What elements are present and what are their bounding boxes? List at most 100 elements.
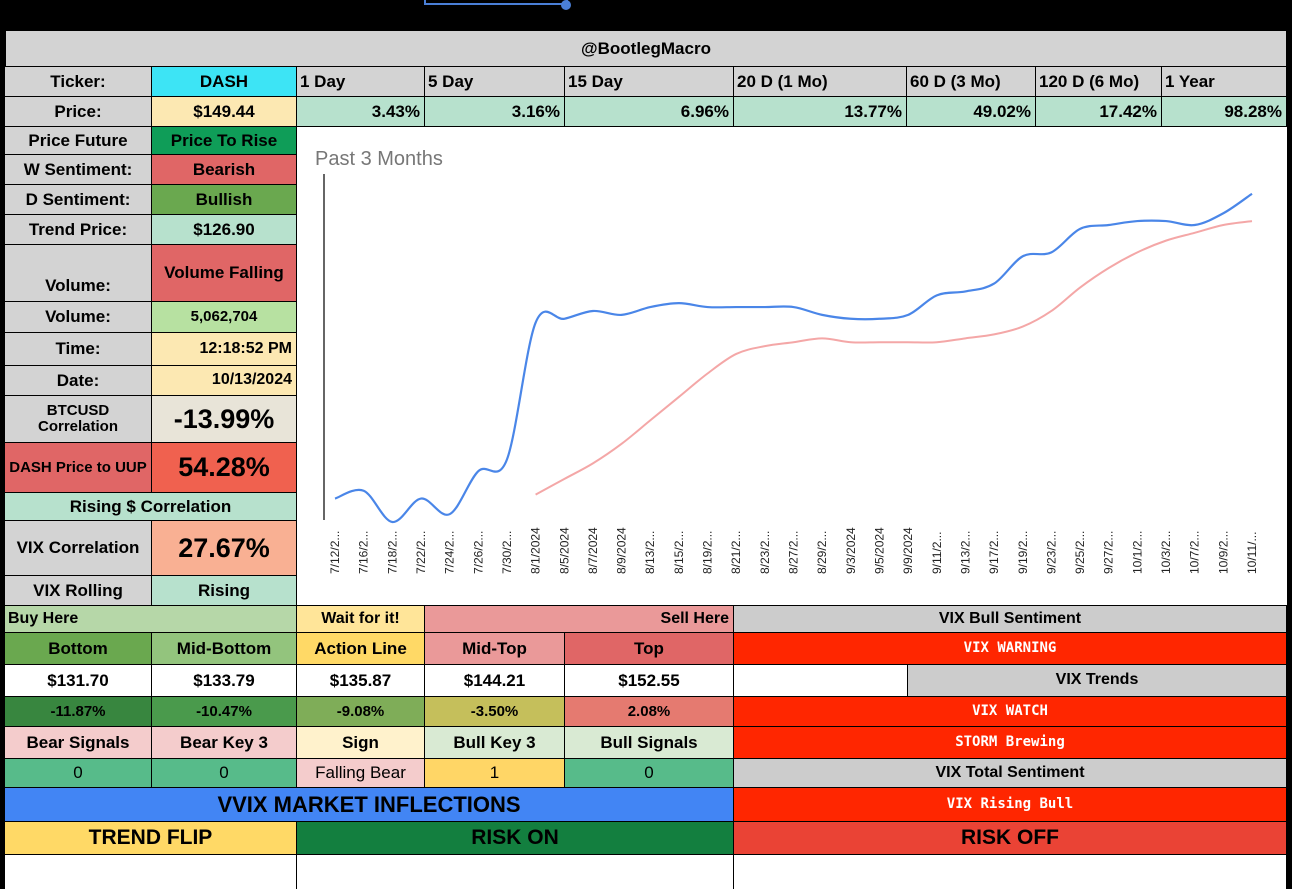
risk-on: RISK ON	[297, 822, 734, 855]
x-tick-label: 9/27/2...	[1102, 531, 1116, 574]
btc-corr-label: BTCUSD Correlation	[5, 396, 152, 443]
volume-label: Volume:	[5, 302, 152, 333]
level-mid-top-price: $144.21	[425, 665, 565, 697]
level-top-pct: 2.08%	[565, 697, 734, 727]
series-line-trend	[535, 220, 1253, 496]
rising-corr-label: Rising $ Correlation	[5, 493, 297, 521]
x-tick-label: 8/13/2...	[643, 531, 657, 574]
x-tick-label: 10/11/...	[1245, 532, 1259, 574]
vix-watch: VIX WATCH	[734, 697, 1287, 727]
change-5d: 3.16%	[425, 97, 565, 127]
vix-bull-sentiment: VIX Bull Sentiment	[734, 606, 1287, 633]
risk-off-cell	[734, 855, 1287, 889]
vix-corr-value: 27.67%	[152, 521, 297, 576]
level-bottom-name: Bottom	[5, 633, 152, 665]
x-tick-label: 9/19/2...	[1016, 531, 1030, 574]
bear-key3-value: 0	[152, 759, 297, 788]
level-mid-top-pct: -3.50%	[425, 697, 565, 727]
trend-price-value: $126.90	[152, 215, 297, 245]
volume-value: 5,062,704	[152, 302, 297, 333]
x-tick-label: 8/9/2024	[615, 527, 629, 574]
level-bottom-price: $131.70	[5, 665, 152, 697]
level-mid-bottom-price: $133.79	[152, 665, 297, 697]
bull-signals-header: Bull Signals	[565, 727, 734, 759]
level-mid-bottom-pct: -10.47%	[152, 697, 297, 727]
selection-handle[interactable]	[561, 0, 571, 10]
date-value: 10/13/2024	[152, 366, 297, 396]
btc-corr-value: -13.99%	[152, 396, 297, 443]
x-tick-label: 9/5/2024	[872, 527, 886, 574]
x-tick-label: 9/3/2024	[844, 527, 858, 574]
bull-signals-value: 0	[565, 759, 734, 788]
change-120d: 17.42%	[1036, 97, 1162, 127]
level-action-line-pct: -9.08%	[297, 697, 425, 727]
x-tick-label: 8/7/2024	[586, 527, 600, 574]
x-tick-label: 9/9/2024	[901, 527, 915, 574]
change-15d: 6.96%	[565, 97, 734, 127]
selection-tab[interactable]	[424, 0, 568, 5]
x-tick-label: 9/11/2...	[930, 532, 944, 574]
x-tick-label: 10/7/2...	[1188, 531, 1202, 574]
level-action-line-name: Action Line	[297, 633, 425, 665]
chart-svg: 7/12/2... 7/16/2... 7/18/2... 7/22/2... 7/24…	[323, 174, 1259, 574]
vix-warning: VIX WARNING	[734, 633, 1287, 665]
volume-trend-value: Volume Falling	[152, 245, 297, 302]
chart-title: Past 3 Months	[315, 148, 443, 170]
bull-key3-header: Bull Key 3	[425, 727, 565, 759]
uup-corr-label: DASH Price to UUP	[5, 443, 152, 493]
vix-corr-label: VIX Correlation	[5, 521, 152, 576]
x-tick-label: 8/23/2...	[758, 531, 772, 574]
x-tick-label: 8/21/2...	[729, 531, 743, 574]
period-15d: 15 Day	[565, 67, 734, 97]
level-bottom-pct: -11.87%	[5, 697, 152, 727]
change-20d: 13.77%	[734, 97, 907, 127]
x-tick-label: 7/18/2...	[385, 531, 399, 574]
x-tick-label: 7/30/2...	[500, 531, 514, 574]
x-tick-label: 8/1/2024	[529, 527, 543, 574]
x-tick-label: 7/16/2...	[357, 531, 371, 574]
period-60d: 60 D (3 Mo)	[907, 67, 1036, 97]
x-tick-label: 8/27/2...	[787, 531, 801, 574]
vix-rolling-value: Rising	[152, 576, 297, 606]
x-tick-label: 9/25/2...	[1073, 531, 1087, 574]
sign-header: Sign	[297, 727, 425, 759]
d-sentiment-label: D Sentiment:	[5, 185, 152, 215]
w-sentiment-label: W Sentiment:	[5, 155, 152, 185]
bear-signals-value: 0	[5, 759, 152, 788]
price-future-label: Price Future	[5, 127, 152, 155]
series-line-price	[334, 192, 1253, 524]
vix-total-sentiment: VIX Total Sentiment	[734, 759, 1287, 788]
x-tick-label: 7/26/2...	[471, 531, 485, 574]
level-mid-top-name: Mid-Top	[425, 633, 565, 665]
vix-trends-blank	[734, 665, 908, 697]
sign-value: Falling Bear	[297, 759, 425, 788]
x-tick-label: 8/15/2...	[672, 531, 686, 574]
level-top-price: $152.55	[565, 665, 734, 697]
time-value: 12:18:52 PM	[152, 333, 297, 366]
bull-key3-value: 1	[425, 759, 565, 788]
change-1y: 98.28%	[1162, 97, 1287, 127]
wait-label: Wait for it!	[297, 606, 425, 633]
period-1y: 1 Year	[1162, 67, 1287, 97]
d-sentiment-value: Bullish	[152, 185, 297, 215]
top-bar	[0, 0, 1292, 31]
price-future-value: Price To Rise	[152, 127, 297, 155]
ticker-label: Ticker:	[5, 67, 152, 97]
level-action-line-price: $135.87	[297, 665, 425, 697]
storm-brewing: STORM Brewing	[734, 727, 1287, 759]
x-tick-label: 7/22/2...	[414, 531, 428, 574]
x-tick-label: 10/3/2...	[1159, 531, 1173, 574]
time-label: Time:	[5, 333, 152, 366]
trend-price-label: Trend Price:	[5, 215, 152, 245]
volume-trend-label: Volume:	[5, 245, 152, 302]
vix-rolling-label: VIX Rolling	[5, 576, 152, 606]
x-tick-label: 9/13/2...	[958, 531, 972, 574]
risk-on-cell	[297, 855, 734, 889]
vix-rising-bull: VIX Rising Bull	[734, 788, 1287, 822]
trend-flip-cell	[5, 855, 297, 889]
period-1d: 1 Day	[297, 67, 425, 97]
x-tick-label: 9/23/2...	[1044, 531, 1058, 574]
vix-trends: VIX Trends	[908, 665, 1287, 697]
x-tick-label: 10/9/2...	[1216, 531, 1230, 574]
ticker-value[interactable]: DASH	[152, 67, 297, 97]
